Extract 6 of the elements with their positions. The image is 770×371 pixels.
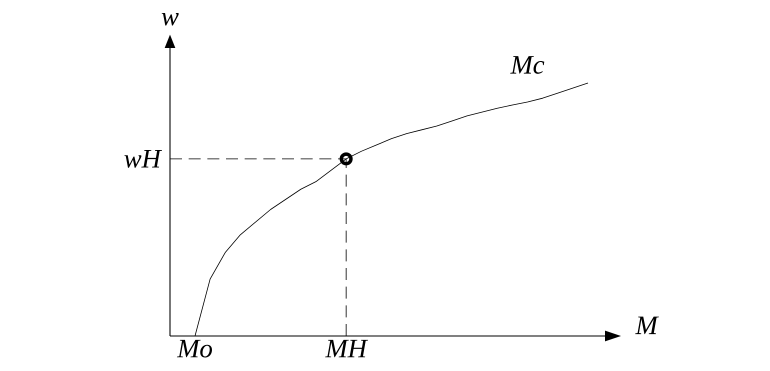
x-tick-label: MH — [325, 340, 368, 358]
text: Mc — [510, 56, 544, 74]
y-axis-title: w — [162, 13, 179, 26]
x-tick-label: Mo — [176, 340, 212, 358]
x-axis-title: M — [635, 316, 659, 334]
ref-line-label: wH — [124, 150, 162, 168]
